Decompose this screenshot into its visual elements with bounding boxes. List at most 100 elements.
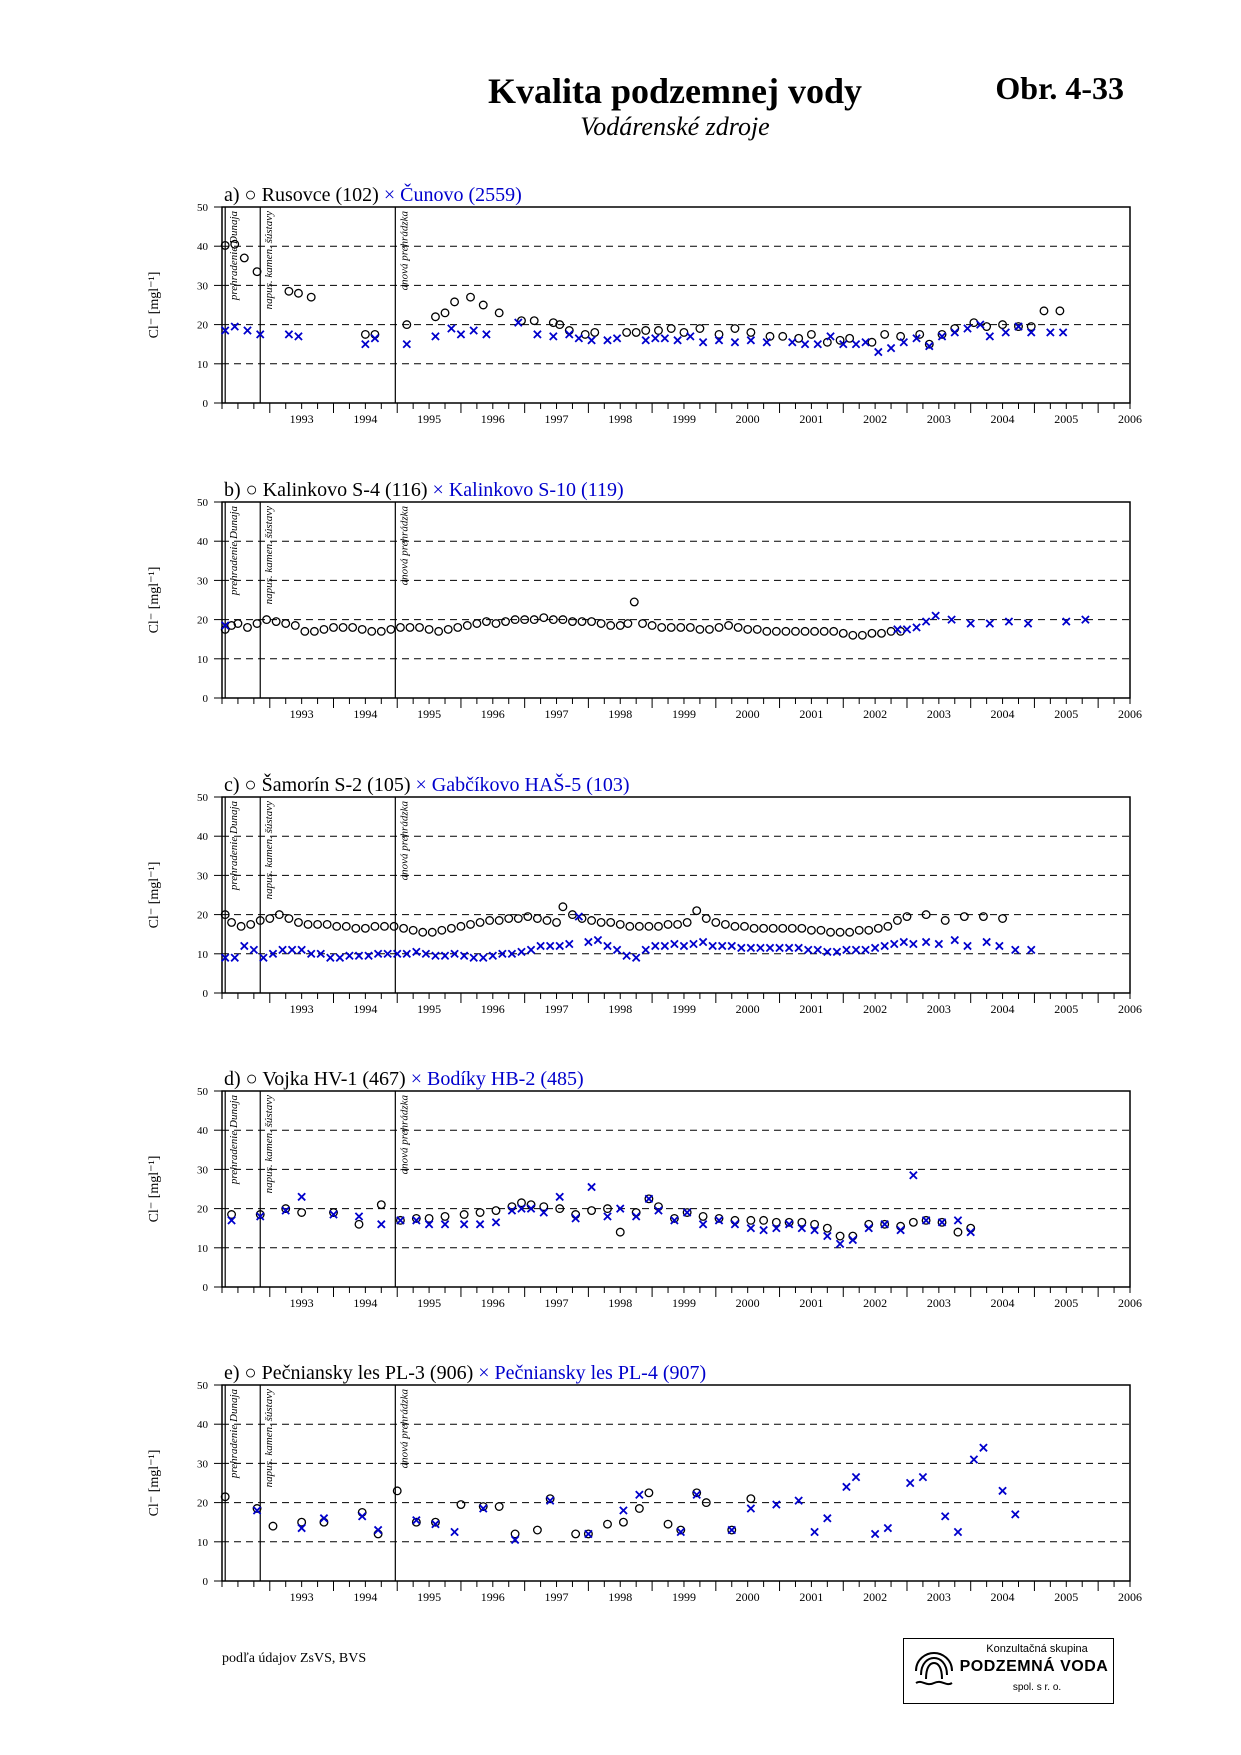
data-point-series-1 — [271, 617, 281, 627]
x-tick-label: 1994 — [353, 1296, 377, 1310]
event-label: dnová prehrádzka — [398, 211, 410, 291]
y-tick-label: 40 — [197, 241, 209, 253]
data-point-series-1 — [357, 624, 367, 634]
data-point-series-1 — [781, 626, 791, 636]
x-marker-stroke — [243, 326, 252, 335]
data-point-series-1 — [915, 329, 925, 339]
data-point-series-1 — [494, 308, 504, 318]
x-marker-stroke — [870, 943, 880, 953]
data-point-series-1 — [405, 622, 415, 632]
data-point-series-2 — [985, 332, 995, 341]
data-point-series-1 — [431, 312, 440, 322]
data-point-series-2 — [587, 336, 596, 345]
x-marker-stroke — [354, 951, 364, 960]
x-marker-stroke — [937, 1218, 947, 1227]
x-marker-stroke — [940, 1512, 950, 1521]
x-tick-label: 2005 — [1054, 1296, 1078, 1310]
x-marker-stroke — [717, 941, 727, 951]
data-point-series-1 — [453, 622, 463, 632]
data-point-series-2 — [708, 941, 717, 951]
event-label: prehradenie Dunaja — [228, 1389, 240, 1480]
data-point-series-2 — [373, 1525, 383, 1535]
x-tick-label: 1996 — [481, 1002, 505, 1016]
data-point-series-1 — [529, 615, 539, 625]
x-tick-label: 2004 — [991, 1590, 1015, 1604]
x-tick-label: 2001 — [799, 1590, 823, 1604]
y-tick-label: 10 — [197, 359, 209, 371]
data-point-series-2 — [281, 1206, 290, 1215]
x-tick-label: 2000 — [736, 1296, 760, 1310]
data-point-series-2 — [220, 953, 230, 962]
data-point-series-1 — [695, 624, 705, 634]
logo-line-2: PODZEMNÁ VODA — [959, 1658, 1109, 1675]
x-marker-stroke — [255, 330, 265, 339]
data-point-series-2 — [759, 1225, 768, 1235]
y-tick-label: 0 — [203, 1576, 209, 1588]
data-point-series-1 — [864, 925, 874, 935]
data-point-series-2 — [823, 1231, 832, 1241]
x-marker-stroke — [587, 1182, 596, 1192]
data-point-series-1 — [1026, 322, 1036, 332]
y-tick-label: 40 — [197, 1419, 209, 1431]
data-point-series-1 — [606, 621, 616, 630]
x-marker-stroke — [1014, 322, 1023, 331]
data-point-series-2 — [306, 949, 316, 959]
data-point-series-1 — [845, 333, 855, 343]
event-label: dnová prehrádzka — [398, 506, 410, 586]
y-tick-label: 0 — [203, 1282, 209, 1294]
data-point-series-2 — [412, 1516, 421, 1525]
chart-panel-2: b) ○ Kalinkovo S-4 (116) × Kalinkovo S-1… — [147, 479, 1142, 721]
x-marker-stroke — [447, 324, 456, 333]
data-point-series-2 — [220, 326, 230, 335]
data-point-series-1 — [481, 617, 491, 627]
data-point-series-1 — [806, 925, 816, 935]
x-marker-stroke — [1062, 617, 1071, 626]
data-point-series-2 — [316, 949, 326, 959]
data-point-series-2 — [469, 326, 478, 335]
data-point-series-1 — [587, 1206, 597, 1216]
x-marker-stroke — [698, 937, 708, 947]
data-point-series-1 — [806, 329, 816, 339]
x-marker-stroke — [536, 941, 545, 951]
x-marker-stroke — [370, 334, 380, 343]
data-point-series-2 — [714, 1216, 724, 1225]
data-point-series-2 — [240, 941, 249, 951]
data-point-series-1 — [845, 927, 855, 937]
data-point-series-1 — [411, 1213, 421, 1223]
data-point-series-1 — [520, 615, 530, 625]
data-point-series-1 — [284, 286, 294, 296]
data-point-series-1 — [424, 624, 434, 634]
data-point-series-1 — [743, 624, 753, 634]
data-point-series-2 — [651, 334, 660, 343]
x-tick-label: 2001 — [799, 412, 823, 426]
panel-label: a) ○ Rusovce (102) — [224, 184, 379, 206]
x-marker-stroke — [963, 941, 972, 951]
event-label: napus. kamen. šústavy — [263, 1095, 275, 1193]
data-point-series-1 — [959, 912, 969, 922]
x-tick-label: 2002 — [863, 1590, 887, 1604]
x-marker-stroke — [1011, 945, 1020, 955]
data-point-series-1 — [300, 626, 310, 636]
data-point-series-1 — [676, 1525, 686, 1535]
y-tick-label: 50 — [197, 1380, 209, 1392]
x-marker-stroke — [412, 947, 421, 957]
x-marker-stroke — [746, 943, 756, 953]
x-marker-stroke — [670, 939, 679, 949]
x-marker-stroke — [488, 951, 498, 960]
data-point-series-2 — [692, 1490, 701, 1499]
plot-frame — [221, 501, 1131, 699]
y-tick-label: 50 — [197, 497, 209, 509]
data-point-series-1 — [392, 1486, 402, 1496]
x-marker-stroke — [689, 939, 698, 949]
x-marker-stroke — [995, 941, 1004, 951]
data-point-series-1 — [510, 1529, 520, 1539]
data-point-series-1 — [552, 917, 561, 927]
data-point-series-2 — [730, 338, 740, 347]
data-point-series-2 — [839, 339, 848, 349]
data-point-series-2 — [555, 1192, 564, 1202]
data-point-series-1 — [233, 619, 243, 628]
data-point-series-2 — [1046, 328, 1055, 337]
data-point-series-1 — [354, 1219, 364, 1229]
data-point-series-1 — [880, 329, 890, 339]
x-marker-stroke — [788, 338, 797, 347]
